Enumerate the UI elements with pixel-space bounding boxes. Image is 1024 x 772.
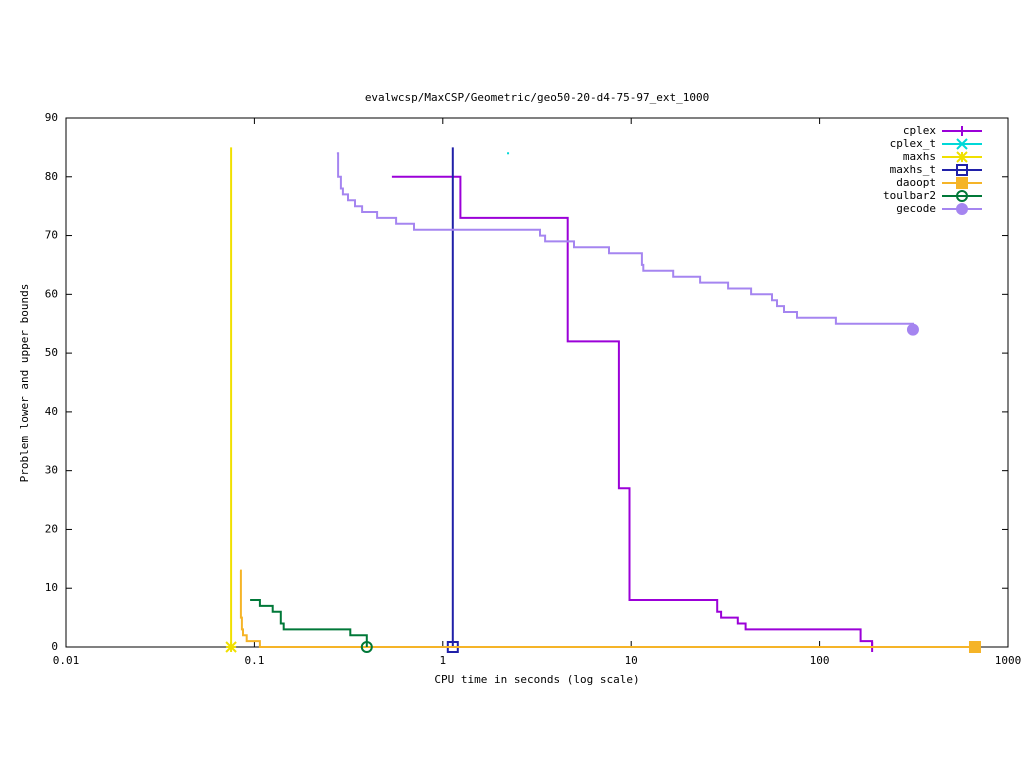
legend-label: toulbar2 [883, 189, 936, 202]
legend-label: cplex [903, 124, 936, 137]
y-tick-label: 30 [45, 464, 58, 477]
y-tick-label: 80 [45, 170, 58, 183]
x-tick-label: 0.1 [244, 654, 264, 667]
legend-marker [956, 177, 968, 189]
y-axis-label: Problem lower and upper bounds [18, 284, 31, 483]
y-tick-label: 40 [45, 405, 58, 418]
series-marker [968, 641, 981, 653]
series-line [391, 175, 874, 647]
legend-label: maxhs_t [890, 163, 936, 176]
legend-marker [956, 151, 968, 163]
x-tick-label: 1 [439, 654, 446, 667]
data-point [507, 152, 510, 155]
legend-marker [956, 203, 969, 215]
legend-marker [956, 190, 969, 202]
y-tick-label: 70 [45, 229, 58, 242]
series-marker [906, 323, 919, 336]
y-tick-label: 50 [45, 346, 58, 359]
y-tick-label: 60 [45, 287, 58, 300]
series-marker [225, 641, 237, 653]
y-tick-label: 0 [51, 640, 58, 653]
y-tick-label: 90 [45, 111, 58, 124]
legend-label: maxhs [903, 150, 936, 163]
legend-marker [957, 126, 967, 136]
legend-label: daoopt [896, 176, 936, 189]
x-tick-label: 0.01 [53, 654, 80, 667]
x-tick-label: 1000 [995, 654, 1022, 667]
y-tick-label: 20 [45, 522, 58, 535]
series-line [250, 599, 368, 647]
series-line [239, 569, 975, 648]
chart-title: evalwcsp/MaxCSP/Geometric/geo50-20-d4-75… [365, 91, 709, 104]
x-tick-label: 10 [625, 654, 638, 667]
series-marker [360, 641, 373, 653]
legend-marker [956, 138, 968, 150]
series-line [336, 152, 914, 330]
legend-label: cplex_t [890, 137, 936, 150]
x-axis-label: CPU time in seconds (log scale) [434, 673, 639, 686]
series-marker [446, 641, 459, 653]
legend-label: gecode [896, 202, 936, 215]
y-tick-label: 10 [45, 581, 58, 594]
x-tick-label: 100 [810, 654, 830, 667]
legend-marker [956, 164, 968, 176]
